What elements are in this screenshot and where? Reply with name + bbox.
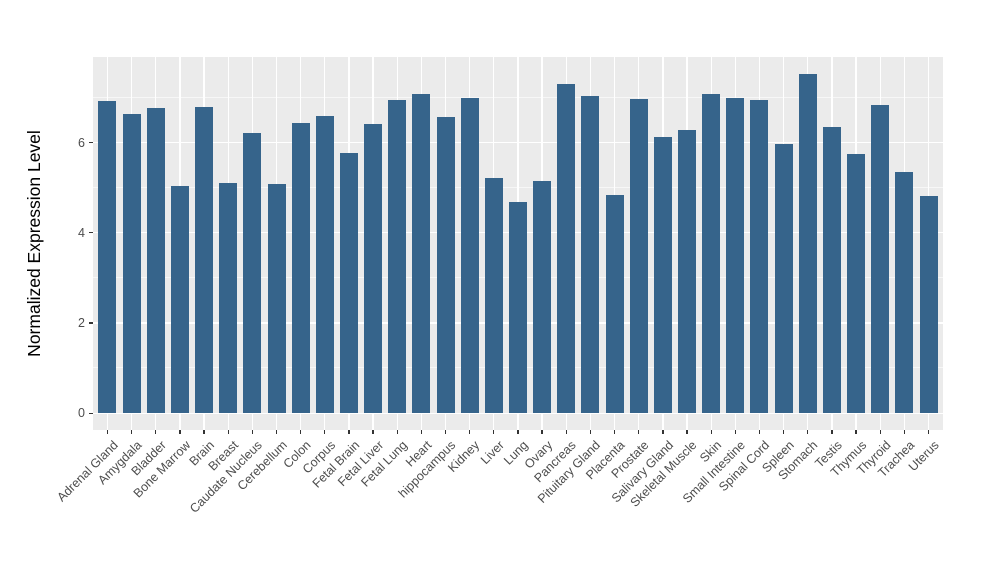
y-axis-title: Normalized Expression Level	[22, 57, 46, 430]
x-tick-mark	[565, 430, 567, 434]
x-tick-mark	[855, 430, 857, 434]
bar-spinal-cord	[750, 100, 769, 413]
bar-heart	[412, 94, 431, 413]
bar-stomach	[798, 73, 817, 413]
bar-salivary-gland	[653, 136, 672, 413]
bar-fetal-lung	[388, 99, 407, 413]
x-tick-mark	[831, 430, 833, 434]
x-tick-mark	[227, 430, 229, 434]
bar-breast	[219, 183, 238, 413]
x-tick-mark	[686, 430, 688, 434]
y-tick-mark	[89, 141, 93, 144]
bar-trachea	[895, 172, 914, 413]
bar-caudate-nucleus	[243, 133, 262, 413]
y-tick-mark	[89, 412, 93, 414]
x-tick-label: Liver	[477, 438, 507, 468]
bar-corpus	[315, 115, 334, 413]
x-tick-mark	[251, 430, 254, 434]
x-tick-mark	[782, 430, 785, 434]
x-tick-mark	[106, 430, 109, 434]
x-tick-mark	[155, 430, 157, 434]
y-tick-label: 0	[78, 406, 85, 421]
bar-skeletal-muscle	[678, 130, 697, 413]
bar-prostate	[629, 98, 648, 413]
bar-kidney	[460, 98, 479, 413]
bar-thymus	[847, 154, 866, 413]
x-tick-mark	[300, 430, 302, 434]
x-tick-mark	[927, 430, 930, 434]
x-tick-mark	[541, 430, 543, 434]
x-tick-mark	[734, 430, 736, 434]
bar-pancreas	[557, 84, 576, 413]
x-tick-mark	[613, 430, 616, 434]
y-tick-label: 6	[78, 135, 85, 150]
x-tick-mark	[469, 430, 471, 434]
bar-adrenal-gland	[98, 100, 117, 413]
x-tick-mark	[903, 430, 905, 434]
x-tick-mark	[203, 430, 205, 434]
x-tick-mark	[420, 430, 423, 434]
bar-ovary	[533, 181, 552, 413]
x-tick-mark	[324, 430, 326, 434]
x-tick-mark	[275, 430, 278, 434]
x-tick-mark	[130, 430, 133, 434]
bar-liver	[484, 177, 503, 413]
x-tick-mark	[372, 430, 374, 434]
y-tick-mark	[89, 322, 93, 324]
bar-brain	[195, 107, 214, 413]
y-tick-label: 4	[78, 225, 85, 240]
bar-small-intestine	[726, 98, 745, 413]
x-tick-mark	[517, 430, 519, 434]
bar-uterus	[919, 196, 938, 413]
x-tick-mark	[179, 430, 181, 434]
x-tick-mark	[807, 430, 809, 434]
bar-fetal-brain	[339, 152, 358, 413]
bar-spleen	[774, 144, 793, 413]
bar-hippocampus	[436, 116, 455, 413]
x-tick-mark	[493, 430, 495, 434]
bar-amygdala	[122, 114, 141, 413]
bar-cerebellum	[267, 183, 286, 413]
bar-fetal-liver	[364, 123, 383, 413]
x-tick-mark	[879, 430, 881, 434]
bar-bladder	[146, 108, 165, 413]
x-tick-mark	[662, 430, 664, 434]
bar-testis	[822, 127, 841, 413]
x-tick-mark	[758, 430, 761, 434]
bar-bone-marrow	[170, 186, 189, 413]
x-tick-mark	[638, 430, 640, 434]
bar-lung	[509, 201, 527, 413]
y-axis-title-text: Normalized Expression Level	[23, 130, 44, 357]
plot-panel	[93, 57, 943, 430]
bar-placenta	[605, 195, 624, 413]
x-tick-mark	[589, 430, 592, 434]
bar-pituitary-gland	[581, 95, 600, 413]
x-tick-mark	[396, 430, 398, 434]
y-tick-label: 2	[78, 316, 85, 330]
bar-skin	[702, 93, 721, 413]
x-tick-mark	[710, 430, 712, 434]
bar-colon	[291, 122, 310, 413]
x-tick-mark	[348, 430, 350, 434]
bar-thyroid	[871, 104, 890, 413]
y-tick-mark	[89, 232, 93, 234]
x-tick-mark	[444, 430, 447, 434]
